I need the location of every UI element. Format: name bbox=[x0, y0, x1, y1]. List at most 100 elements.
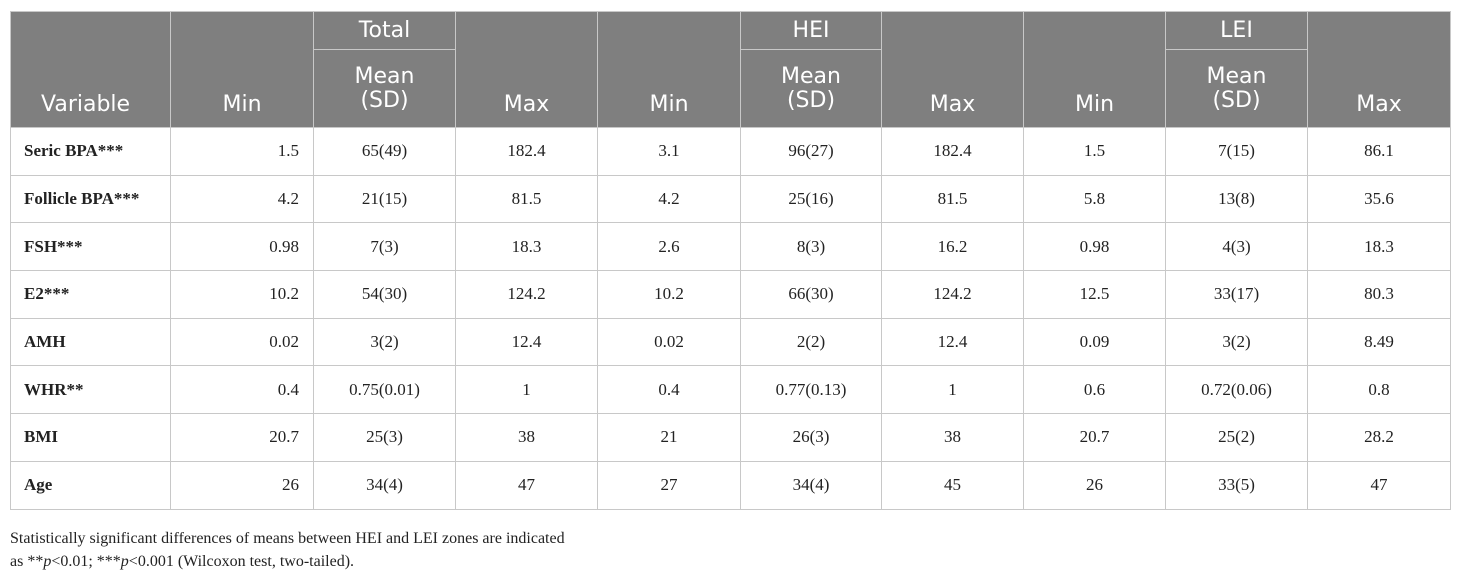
cell: 33(5) bbox=[1165, 460, 1308, 510]
table-row: WHR** 0.4 0.75(0.01) 1 0.4 0.77(0.13) 1 0.6 0.72… bbox=[10, 365, 1451, 415]
cell: 4.2 bbox=[597, 174, 741, 224]
cell: 47 bbox=[455, 460, 598, 510]
cell: 96(27) bbox=[740, 127, 882, 176]
footnote-text: <0.001 (Wilcoxon test, two-tailed). bbox=[128, 553, 355, 570]
footnote-text: as ** bbox=[10, 553, 44, 570]
column-header: Mean (SD) bbox=[313, 49, 456, 128]
cell: 34(4) bbox=[313, 460, 456, 510]
column-header: Variable bbox=[10, 11, 171, 128]
cell: 13(8) bbox=[1165, 174, 1308, 224]
cell: 34(4) bbox=[740, 460, 882, 510]
table-body: Seric BPA*** 1.5 65(49) 182.4 3.1 96(27) 182.4… bbox=[10, 127, 1451, 510]
cell: 45 bbox=[881, 460, 1024, 510]
cell: 1.5 bbox=[1023, 127, 1166, 176]
footnote-text: <0.01; *** bbox=[51, 553, 121, 570]
cell: 0.09 bbox=[1023, 317, 1166, 367]
row-label: FSH*** bbox=[10, 222, 171, 272]
column-header: Min bbox=[597, 11, 741, 128]
cell: 86.1 bbox=[1307, 127, 1451, 176]
header-row: Mean (SD) Mean (SD) Mean (SD) bbox=[11, 49, 1451, 128]
cell: 26(3) bbox=[740, 413, 882, 462]
row-label: AMH bbox=[10, 317, 171, 367]
row-label: Age bbox=[10, 460, 171, 510]
cell: 0.77(0.13) bbox=[740, 365, 882, 415]
cell: 124.2 bbox=[881, 270, 1024, 319]
cell: 65(49) bbox=[313, 127, 456, 176]
cell: 27 bbox=[597, 460, 741, 510]
cell: 33(17) bbox=[1165, 270, 1308, 319]
column-header: Max bbox=[881, 11, 1024, 128]
cell: 7(15) bbox=[1165, 127, 1308, 176]
column-header: Max bbox=[455, 11, 598, 128]
cell: 0.72(0.06) bbox=[1165, 365, 1308, 415]
data-table: Variable Min Total Max Min HEI Max Min LEI Max Mea… bbox=[10, 11, 1451, 510]
cell: 66(30) bbox=[740, 270, 882, 319]
cell: 12.5 bbox=[1023, 270, 1166, 319]
cell: 1.5 bbox=[170, 127, 314, 176]
cell: 12.4 bbox=[455, 317, 598, 367]
group-header: HEI bbox=[740, 11, 882, 50]
table-row: FSH*** 0.98 7(3) 18.3 2.6 8(3) 16.2 0.98 4(3) 18.… bbox=[10, 222, 1451, 272]
cell: 182.4 bbox=[455, 127, 598, 176]
cell: 80.3 bbox=[1307, 270, 1451, 319]
cell: 16.2 bbox=[881, 222, 1024, 272]
table-row: BMI 20.7 25(3) 38 21 26(3) 38 20.7 25(2) 28.2 bbox=[10, 413, 1451, 462]
table-row: E2*** 10.2 54(30) 124.2 10.2 66(30) 124.2 12.5 3… bbox=[10, 270, 1451, 319]
cell: 25(16) bbox=[740, 174, 882, 224]
cell: 8.49 bbox=[1307, 317, 1451, 367]
cell: 21 bbox=[597, 413, 741, 462]
cell: 28.2 bbox=[1307, 413, 1451, 462]
cell: 3(2) bbox=[313, 317, 456, 367]
cell: 0.4 bbox=[170, 365, 314, 415]
cell: 25(2) bbox=[1165, 413, 1308, 462]
cell: 0.75(0.01) bbox=[313, 365, 456, 415]
footnote-text: p bbox=[43, 553, 52, 570]
cell: 10.2 bbox=[597, 270, 741, 319]
cell: 0.4 bbox=[597, 365, 741, 415]
table-row: Seric BPA*** 1.5 65(49) 182.4 3.1 96(27) 182.4… bbox=[10, 127, 1451, 176]
cell: 182.4 bbox=[881, 127, 1024, 176]
cell: 81.5 bbox=[455, 174, 598, 224]
column-header: Mean (SD) bbox=[740, 49, 882, 128]
column-header: Max bbox=[1307, 11, 1451, 128]
row-label: E2*** bbox=[10, 270, 171, 319]
cell: 26 bbox=[170, 460, 314, 510]
cell: 8(3) bbox=[740, 222, 882, 272]
cell: 47 bbox=[1307, 460, 1451, 510]
cell: 20.7 bbox=[1023, 413, 1166, 462]
cell: 4.2 bbox=[170, 174, 314, 224]
column-header: Min bbox=[1023, 11, 1166, 128]
cell: 7(3) bbox=[313, 222, 456, 272]
cell: 35.6 bbox=[1307, 174, 1451, 224]
group-header: Total bbox=[313, 11, 456, 50]
row-label: BMI bbox=[10, 413, 171, 462]
cell: 0.02 bbox=[170, 317, 314, 367]
cell: 25(3) bbox=[313, 413, 456, 462]
cell: 2(2) bbox=[740, 317, 882, 367]
cell: 124.2 bbox=[455, 270, 598, 319]
group-header: LEI bbox=[1165, 11, 1308, 50]
cell: 5.8 bbox=[1023, 174, 1166, 224]
cell: 10.2 bbox=[170, 270, 314, 319]
table-row: Age 26 34(4) 47 27 34(4) 45 26 33(5) 47 bbox=[10, 460, 1451, 510]
cell: 3(2) bbox=[1165, 317, 1308, 367]
cell: 0.02 bbox=[597, 317, 741, 367]
table-row: Follicle BPA*** 4.2 21(15) 81.5 4.2 25(16) 81.… bbox=[10, 174, 1451, 224]
column-header: Mean (SD) bbox=[1165, 49, 1308, 128]
cell: 18.3 bbox=[1307, 222, 1451, 272]
cell: 0.98 bbox=[1023, 222, 1166, 272]
cell: 0.8 bbox=[1307, 365, 1451, 415]
cell: 2.6 bbox=[597, 222, 741, 272]
footnote-line: Statistically significant differences of… bbox=[10, 530, 565, 547]
row-label: WHR** bbox=[10, 365, 171, 415]
cell: 4(3) bbox=[1165, 222, 1308, 272]
cell: 18.3 bbox=[455, 222, 598, 272]
cell: 38 bbox=[455, 413, 598, 462]
cell: 0.6 bbox=[1023, 365, 1166, 415]
cell: 1 bbox=[881, 365, 1024, 415]
cell: 0.98 bbox=[170, 222, 314, 272]
cell: 12.4 bbox=[881, 317, 1024, 367]
cell: 21(15) bbox=[313, 174, 456, 224]
footnote-text: p bbox=[120, 553, 129, 570]
